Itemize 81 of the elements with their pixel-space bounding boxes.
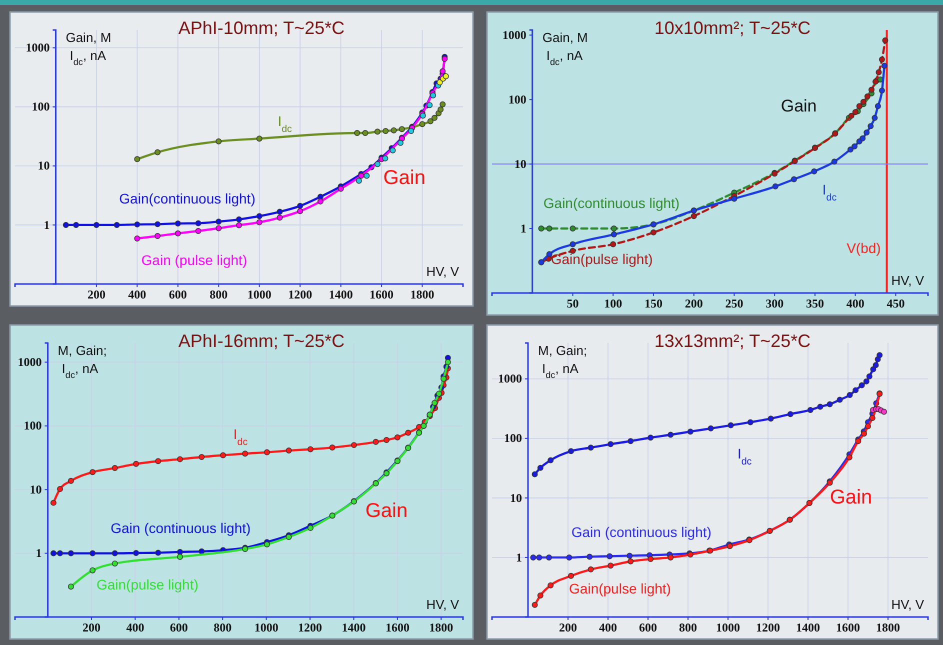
annotation: Gain xyxy=(780,96,817,116)
series-label: I$_{dc}$ xyxy=(822,181,837,203)
annotation: Gain xyxy=(830,486,872,509)
series-label: Gain(pulse light) xyxy=(550,251,653,268)
x-tick-label: 1400 xyxy=(342,620,366,635)
x-tick-label: 800 xyxy=(214,620,232,635)
chart-title: 10x10mm²; T~25*C xyxy=(654,18,811,38)
y-tick-label: 10 xyxy=(38,158,50,173)
y-tick-label: 100 xyxy=(508,92,526,106)
series-label: Gain(continuous light) xyxy=(543,194,680,211)
x-tick-label: 350 xyxy=(806,296,824,311)
x-tick-label: 1400 xyxy=(328,288,353,302)
x-tick-label: 450 xyxy=(886,296,905,311)
x-axis-title: HV, V xyxy=(891,597,924,612)
y-axis-title: Gain, M I$_{dc}$, nA xyxy=(542,30,588,67)
series-label: Gain(continuous light) xyxy=(119,190,256,207)
y-tick-label: 1000 xyxy=(498,372,522,386)
y-axis-title: M, Gain; I$_{dc}$, nA xyxy=(58,343,107,380)
y-axis-title: Gain, M I$_{dc}$, nA xyxy=(66,30,112,67)
annotation: Gain xyxy=(365,500,408,522)
series-label: I$_{dc}$ xyxy=(233,426,248,448)
y-tick-label: 100 xyxy=(504,431,522,446)
x-tick-label: 1200 xyxy=(288,288,312,302)
y-tick-label: 100 xyxy=(32,100,50,114)
x-tick-label: 1800 xyxy=(876,620,900,635)
x-tick-label: 200 xyxy=(684,296,703,311)
y-tick-label: 1 xyxy=(516,550,522,564)
chart-title: APhI-16mm; T~25*C xyxy=(178,331,345,351)
series-label: Gain(pulse light) xyxy=(96,576,198,593)
annotation: Gain xyxy=(383,167,426,190)
x-tick-label: 1600 xyxy=(385,620,410,635)
x-tick-label: 200 xyxy=(559,620,577,635)
y-tick-label: 10 xyxy=(510,490,522,505)
x-tick-label: 400 xyxy=(128,288,146,302)
x-tick-label: 1400 xyxy=(796,620,820,635)
series-label: Gain (pulse light) xyxy=(141,252,248,268)
y-tick-label: 1 xyxy=(36,546,42,560)
x-tick-label: 50 xyxy=(566,296,579,311)
y-tick-label: 1 xyxy=(520,221,526,236)
x-tick-label: 100 xyxy=(604,296,622,311)
ref-line-label: V(bd) xyxy=(846,240,881,256)
y-tick-label: 10 xyxy=(30,482,42,496)
x-tick-label: 600 xyxy=(168,288,187,302)
x-tick-label: 600 xyxy=(170,620,188,635)
x-tick-label: 200 xyxy=(82,620,100,635)
x-tick-label: 1200 xyxy=(756,620,780,635)
y-tick-label: 10 xyxy=(514,156,526,171)
x-tick-label: 1800 xyxy=(429,620,454,635)
x-tick-label: 250 xyxy=(725,296,744,311)
x-tick-label: 1600 xyxy=(836,620,860,635)
x-tick-label: 1000 xyxy=(716,620,740,635)
series-label: Gain (continuous light) xyxy=(571,524,712,540)
x-tick-label: 800 xyxy=(679,620,697,635)
x-tick-label: 300 xyxy=(766,296,784,311)
x-tick-label: 800 xyxy=(210,288,228,302)
x-axis-title: HV, V xyxy=(426,597,460,612)
series-label: Gain(pulse light) xyxy=(569,580,671,596)
y-tick-label: 1000 xyxy=(26,40,50,55)
x-tick-label: 400 xyxy=(126,620,144,635)
series-label: I$_{dc}$ xyxy=(737,445,752,467)
x-tick-label: 600 xyxy=(639,620,657,635)
x-tick-label: 400 xyxy=(599,620,617,635)
x-tick-label: 1000 xyxy=(254,620,278,635)
x-axis-title: HV, V xyxy=(891,273,924,288)
chart-title: 13x13mm²; T~25*C xyxy=(654,331,811,351)
x-axis-title: HV, V xyxy=(426,264,460,279)
x-tick-label: 150 xyxy=(644,296,662,311)
series-label: Gain (continuous light) xyxy=(110,520,251,536)
chart-title: APhI-10mm; T~25*C xyxy=(178,18,345,38)
x-tick-label: 200 xyxy=(87,288,106,302)
y-axis-title: M, Gain; I$_{dc}$, nA xyxy=(538,343,588,380)
x-tick-label: 1200 xyxy=(298,620,322,635)
x-tick-label: 400 xyxy=(846,296,864,311)
y-tick-label: 1 xyxy=(44,218,50,232)
x-tick-label: 1000 xyxy=(247,288,272,302)
y-tick-label: 1000 xyxy=(18,355,42,370)
x-tick-label: 1600 xyxy=(370,288,394,302)
x-tick-label: 1800 xyxy=(410,288,434,302)
y-tick-label: 1000 xyxy=(502,28,526,42)
series-label: I$_{dc}$ xyxy=(278,113,292,135)
y-tick-label: 100 xyxy=(24,418,42,433)
